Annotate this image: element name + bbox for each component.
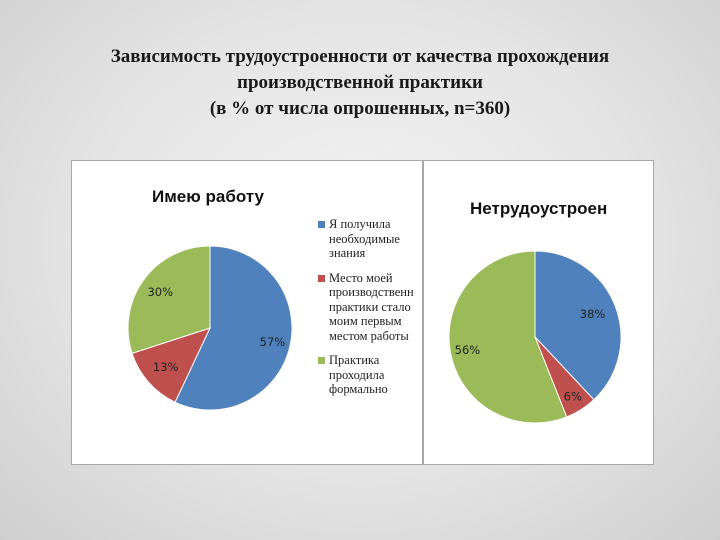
legend-label-knowledge: Я получила необходимые знания — [329, 217, 400, 260]
pie-label-employed-first-job: 13% — [153, 360, 179, 374]
chart-panel-unemployed: Нетрудоустроен 38% 6% 56% — [423, 160, 654, 465]
chart-title-employed: Имею работу — [152, 187, 264, 206]
pie-slice-employed-formal — [127, 245, 211, 354]
chart-panel-employed: Имею работу 57% 13% 30% Я получила необход… — [71, 160, 423, 465]
slide-title-line-2: производственной практики — [237, 72, 483, 93]
pie-label-unemployed-formal: 56% — [455, 343, 481, 357]
pie-label-unemployed-first-job: 6% — [564, 390, 582, 404]
slide-title-line-3: (в % от числа опрошенных, n=360) — [209, 98, 511, 119]
chart-title-unemployed: Нетрудоустроен — [470, 199, 608, 218]
pie-slice-unemployed-formal — [448, 250, 568, 424]
pie-slice-employed-first-job — [131, 327, 211, 403]
pie-label-unemployed-knowledge: 38% — [580, 307, 606, 321]
chart-legend: Я получила необходимые знания Место моей… — [318, 217, 422, 407]
legend-item-knowledge: Я получила необходимые знания — [318, 217, 422, 261]
pie-slice-unemployed-knowledge — [534, 250, 622, 401]
slide-title-line-1: Зависимость трудоустроенности от качеств… — [110, 46, 610, 67]
legend-swatch-first-job — [318, 274, 325, 282]
legend-swatch-knowledge — [318, 221, 325, 228]
legend-item-formal: Практика проходила формально — [318, 353, 422, 397]
pie-label-employed-formal: 30% — [147, 285, 173, 299]
legend-item-first-job: Место моей производственн практики стало… — [318, 271, 422, 344]
legend-swatch-formal — [318, 357, 325, 364]
legend-label-first-job: Место моей производственн практики стало… — [329, 270, 414, 343]
pie-chart-unemployed: 38% 6% 56% — [448, 250, 622, 424]
legend-label-formal: Практика проходила формально — [329, 353, 388, 396]
pie-label-employed-knowledge: 57% — [260, 335, 286, 349]
slide-title: Зависимость трудоустроенности от качеств… — [0, 44, 720, 122]
pie-chart-employed: 57% 13% 30% — [127, 245, 293, 411]
pie-slice-employed-knowledge — [174, 245, 293, 411]
